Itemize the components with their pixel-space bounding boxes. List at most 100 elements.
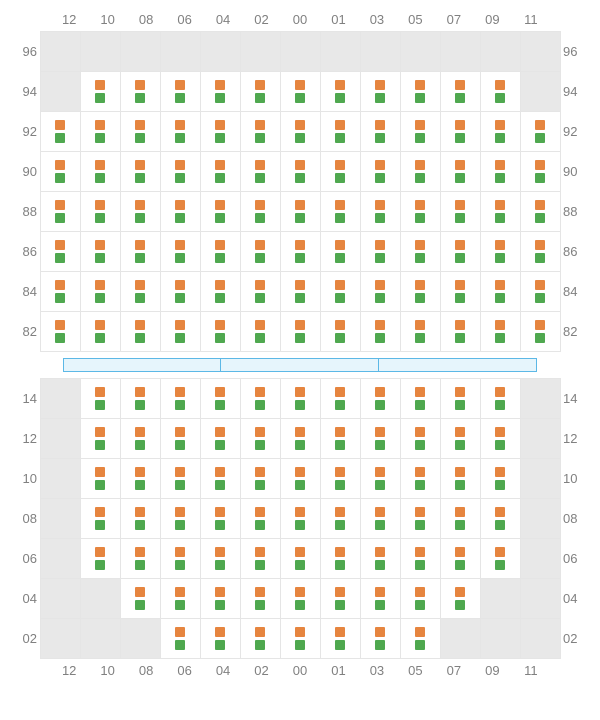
marker-bottom: [415, 480, 425, 490]
marker-top: [175, 507, 185, 517]
cell-active: [281, 619, 321, 659]
marker-bottom: [215, 600, 225, 610]
cell-active: [121, 112, 161, 152]
marker-top: [215, 80, 225, 90]
marker-bottom: [135, 293, 145, 303]
marker-top: [335, 200, 345, 210]
marker-top: [175, 320, 185, 330]
marker-bottom: [215, 253, 225, 263]
cell-active: [361, 312, 401, 352]
marker-top: [95, 387, 105, 397]
separator-segment: [221, 358, 379, 372]
cell-active: [241, 419, 281, 459]
marker-top: [295, 547, 305, 557]
row-label: 02: [20, 618, 40, 658]
marker-bottom: [375, 253, 385, 263]
marker-bottom: [95, 440, 105, 450]
marker-bottom: [455, 560, 465, 570]
cell-active: [361, 232, 401, 272]
cell-active: [161, 499, 201, 539]
cell-active: [401, 379, 441, 419]
cell-active: [401, 312, 441, 352]
cell-active: [281, 539, 321, 579]
cell-active: [121, 192, 161, 232]
marker-bottom: [175, 93, 185, 103]
marker-bottom: [375, 520, 385, 530]
marker-bottom: [255, 440, 265, 450]
cell-inactive: [81, 579, 121, 619]
marker-top: [215, 427, 225, 437]
marker-bottom: [175, 600, 185, 610]
cell-active: [401, 112, 441, 152]
cell-active: [241, 192, 281, 232]
marker-bottom: [375, 440, 385, 450]
row-label: 04: [20, 578, 40, 618]
cell-inactive: [121, 32, 161, 72]
cell-active: [401, 579, 441, 619]
cell-active: [281, 192, 321, 232]
cell-active: [401, 619, 441, 659]
marker-top: [95, 547, 105, 557]
cell-active: [481, 112, 521, 152]
marker-top: [455, 427, 465, 437]
col-label: 08: [127, 8, 165, 31]
row-label: 96: [20, 31, 40, 71]
marker-bottom: [415, 213, 425, 223]
marker-bottom: [135, 520, 145, 530]
marker-top: [135, 160, 145, 170]
marker-top: [295, 427, 305, 437]
marker-bottom: [295, 400, 305, 410]
cell-active: [201, 152, 241, 192]
cell-active: [201, 419, 241, 459]
marker-bottom: [215, 213, 225, 223]
marker-bottom: [215, 173, 225, 183]
row-label: 08: [561, 498, 581, 538]
marker-bottom: [175, 173, 185, 183]
marker-top: [335, 240, 345, 250]
col-label: 01: [319, 659, 357, 682]
row-label: 96: [561, 31, 581, 71]
marker-top: [375, 160, 385, 170]
cell-active: [201, 619, 241, 659]
marker-top: [215, 320, 225, 330]
cell-inactive: [41, 72, 81, 112]
marker-top: [55, 200, 65, 210]
marker-top: [295, 120, 305, 130]
cell-active: [481, 499, 521, 539]
marker-bottom: [215, 560, 225, 570]
marker-top: [95, 200, 105, 210]
marker-bottom: [215, 440, 225, 450]
col-label: 06: [165, 659, 203, 682]
cell-active: [441, 312, 481, 352]
marker-bottom: [295, 480, 305, 490]
marker-top: [95, 467, 105, 477]
marker-top: [295, 627, 305, 637]
rack-layout-diagram: 12100806040200010305070911 9694929088868…: [0, 0, 600, 690]
cell-active: [201, 539, 241, 579]
marker-top: [415, 80, 425, 90]
col-label: 03: [358, 8, 396, 31]
cell-active: [201, 232, 241, 272]
cell-active: [121, 272, 161, 312]
row-label: 88: [20, 191, 40, 231]
marker-top: [495, 240, 505, 250]
marker-top: [255, 467, 265, 477]
marker-bottom: [495, 173, 505, 183]
cell-inactive: [441, 32, 481, 72]
marker-top: [135, 427, 145, 437]
marker-top: [175, 627, 185, 637]
marker-top: [95, 240, 105, 250]
grid-row: [41, 379, 561, 419]
marker-bottom: [55, 133, 65, 143]
marker-top: [295, 160, 305, 170]
row-label: 84: [561, 271, 581, 311]
marker-top: [175, 280, 185, 290]
marker-top: [175, 160, 185, 170]
cell-active: [161, 272, 201, 312]
marker-top: [175, 467, 185, 477]
cell-active: [161, 112, 201, 152]
cell-active: [441, 419, 481, 459]
marker-top: [495, 387, 505, 397]
cell-active: [481, 72, 521, 112]
col-label: 07: [435, 8, 473, 31]
